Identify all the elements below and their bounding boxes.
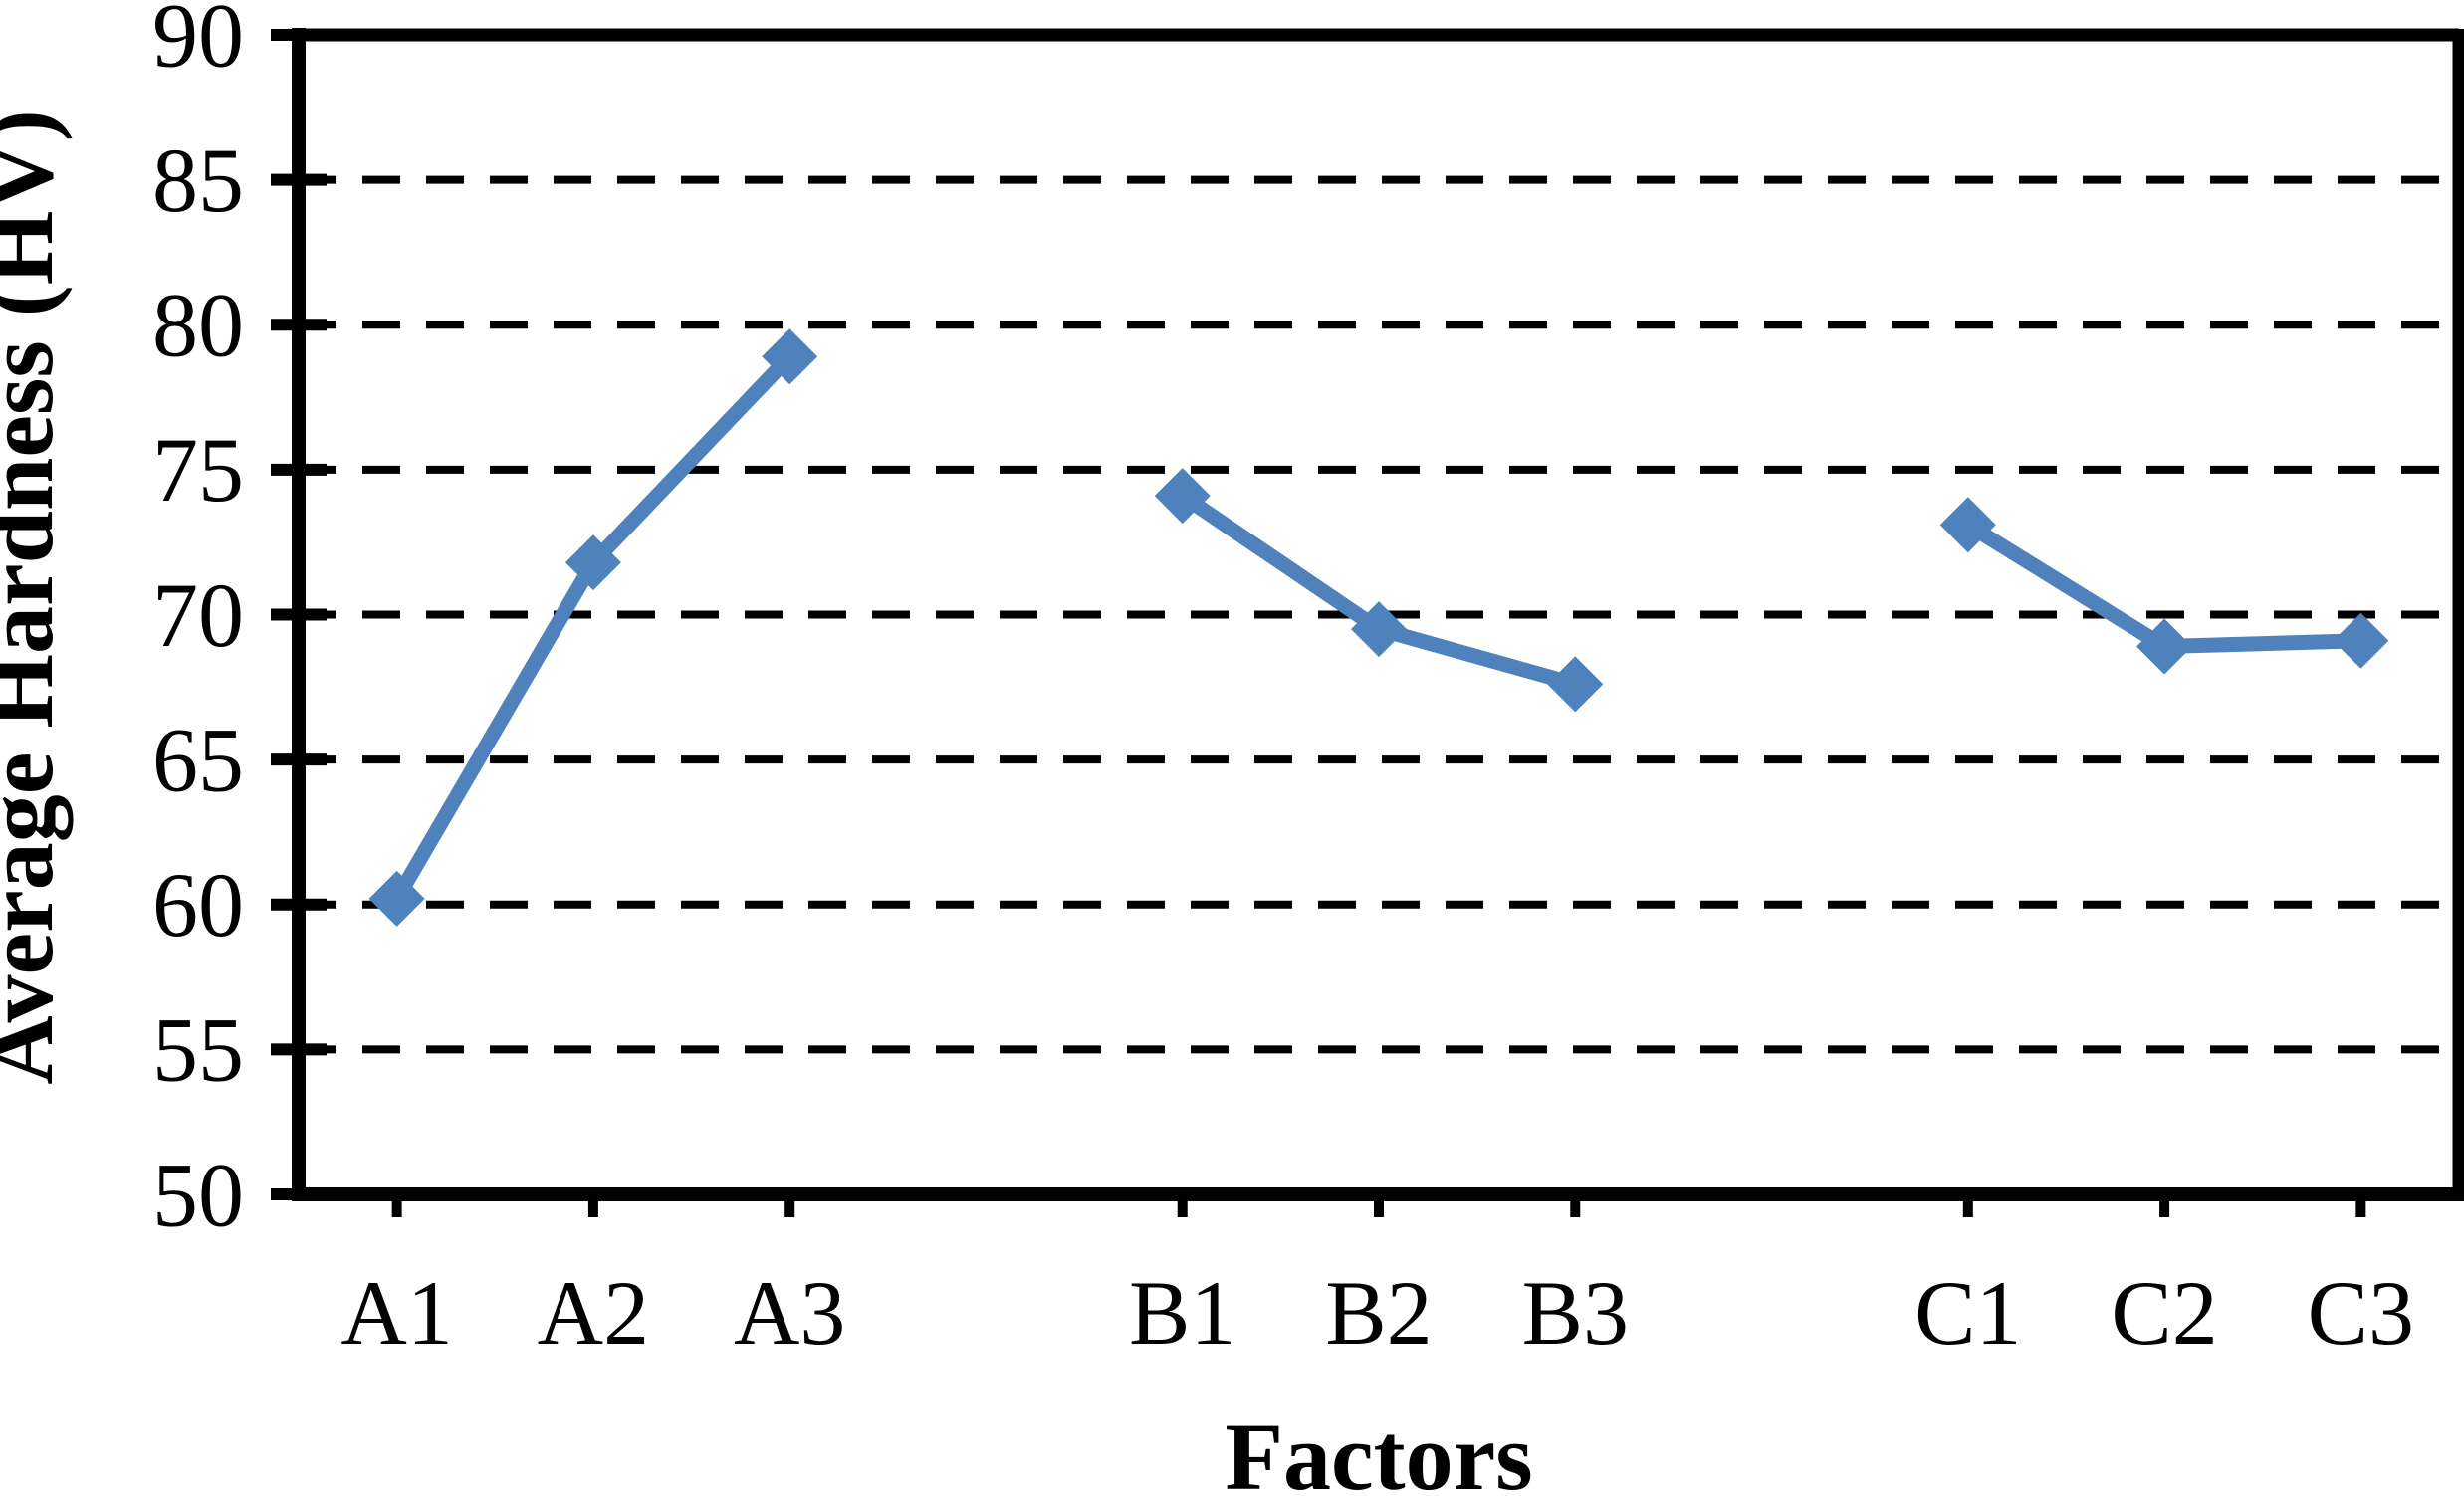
x-tick-label-A1: A1 bbox=[340, 1262, 452, 1364]
x-axis-title: Factors bbox=[1225, 1403, 1532, 1496]
y-tick-label-65: 65 bbox=[152, 709, 244, 810]
y-axis-title: Average Hardness (HV) bbox=[0, 109, 73, 1084]
data-point-A1 bbox=[368, 870, 425, 927]
x-axis-tick-labels: A1 A2 A3 B1 B2 B3 C1 C2 C3 bbox=[340, 1262, 2414, 1364]
x-tick-label-A2: A2 bbox=[538, 1262, 649, 1364]
data-point-A2 bbox=[564, 534, 621, 591]
x-tick-label-B2: B2 bbox=[1325, 1262, 1432, 1364]
y-axis-tick-labels: 50 55 60 65 70 75 80 85 90 bbox=[152, 0, 244, 1245]
y-tick-label-90: 90 bbox=[152, 0, 244, 86]
x-tick-label-C2: C2 bbox=[2111, 1262, 2217, 1364]
y-tick-label-85: 85 bbox=[152, 129, 244, 231]
x-tick-label-C3: C3 bbox=[2308, 1262, 2414, 1364]
data-point-B3 bbox=[1547, 656, 1604, 713]
x-tick-label-A3: A3 bbox=[734, 1262, 845, 1364]
data-point-B1 bbox=[1154, 468, 1211, 525]
series-line-factor-a bbox=[389, 348, 797, 907]
data-point-C2 bbox=[2136, 618, 2193, 675]
data-series bbox=[368, 328, 2389, 927]
x-tick-label-B1: B1 bbox=[1129, 1262, 1235, 1364]
x-tick-label-C1: C1 bbox=[1914, 1262, 2021, 1364]
data-point-C1 bbox=[1939, 497, 1996, 553]
x-tick-label-B3: B3 bbox=[1522, 1262, 1629, 1364]
y-tick-label-50: 50 bbox=[152, 1144, 244, 1245]
axis-ticks bbox=[271, 29, 2366, 1217]
y-tick-label-80: 80 bbox=[152, 275, 244, 376]
data-point-B2 bbox=[1351, 601, 1407, 658]
y-tick-label-75: 75 bbox=[152, 419, 244, 521]
y-tick-label-55: 55 bbox=[152, 999, 244, 1101]
y-tick-label-70: 70 bbox=[152, 564, 244, 666]
y-tick-label-60: 60 bbox=[152, 854, 244, 956]
data-point-A3 bbox=[762, 328, 818, 385]
data-point-C3 bbox=[2333, 612, 2389, 669]
